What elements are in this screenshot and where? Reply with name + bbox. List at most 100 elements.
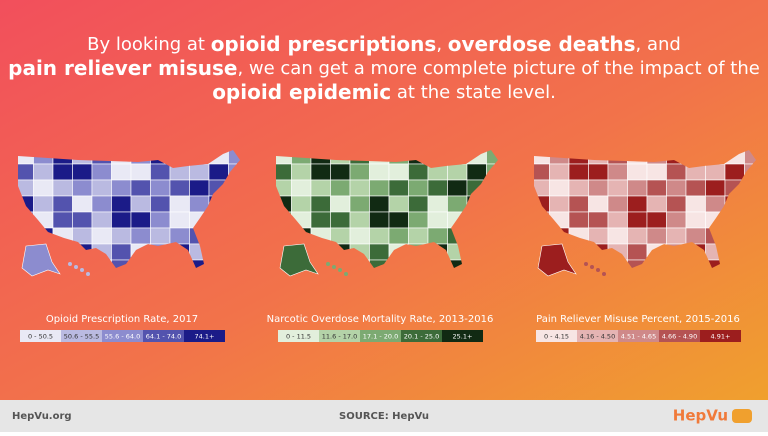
state: [447, 259, 468, 268]
hawaii: [326, 262, 330, 266]
legend-swatch: [577, 330, 618, 342]
state: [52, 163, 73, 181]
state: [189, 179, 210, 197]
state: [408, 179, 429, 197]
headline-text: , we can get a more complete picture of …: [237, 58, 759, 79]
state: [169, 227, 190, 245]
state: [330, 163, 351, 181]
state: [330, 195, 351, 213]
hawaii: [584, 262, 588, 266]
state: [111, 163, 132, 181]
state: [72, 179, 93, 197]
state: [369, 259, 390, 268]
state: [666, 227, 687, 245]
state: [666, 195, 687, 213]
state: [169, 211, 190, 229]
state: [189, 259, 210, 268]
state: [607, 179, 628, 197]
legend-swatch: [102, 330, 143, 342]
state: [91, 195, 112, 213]
state: [349, 179, 370, 197]
state: [150, 227, 171, 245]
headline-text: at the state level.: [391, 82, 556, 103]
state: [349, 163, 370, 181]
state: [408, 195, 429, 213]
state: [646, 195, 667, 213]
state: [607, 211, 628, 229]
legend-label: 4.16 - 4.50: [580, 333, 615, 341]
state: [52, 179, 73, 197]
state: [369, 227, 390, 245]
headline-emphasis: overdose deaths: [448, 32, 636, 56]
state: [330, 179, 351, 197]
state: [310, 211, 331, 229]
hawaii: [596, 268, 600, 272]
state: [627, 259, 648, 268]
state: [666, 211, 687, 229]
legend-swatch: [659, 330, 700, 342]
state: [72, 211, 93, 229]
hawaii: [68, 262, 72, 266]
state: [447, 163, 468, 181]
headline-text: , and: [636, 34, 681, 55]
legend-label: 4.91+: [711, 333, 731, 341]
state: [607, 195, 628, 213]
state: [72, 163, 93, 181]
state: [408, 163, 429, 181]
state: [627, 211, 648, 229]
footer-site: HepVu.org: [12, 411, 72, 422]
state: [291, 179, 312, 197]
headline-emphasis: opioid epidemic: [212, 80, 391, 104]
legend-label: 55.6 - 64.0: [105, 333, 140, 341]
state: [130, 195, 151, 213]
state: [568, 179, 589, 197]
headline-text: By looking at: [87, 34, 211, 55]
state: [388, 163, 409, 181]
state: [169, 195, 190, 213]
legend-label: 20.1 - 25.0: [404, 333, 439, 341]
legend-label: 64.1 - 74.0: [146, 333, 181, 341]
state: [369, 211, 390, 229]
state: [33, 179, 54, 197]
state: [91, 227, 112, 245]
state: [549, 195, 570, 213]
state: [349, 227, 370, 245]
state: [607, 163, 628, 181]
state: [427, 195, 448, 213]
state: [330, 211, 351, 229]
state: [111, 195, 132, 213]
state: [150, 163, 171, 181]
state: [705, 179, 726, 197]
state: [189, 163, 210, 181]
state: [150, 179, 171, 197]
legend-swatch: [401, 330, 442, 342]
legend-label: 0 - 11.5: [286, 333, 311, 341]
state: [291, 163, 312, 181]
legend-swatch: [20, 330, 61, 342]
state: [150, 195, 171, 213]
state: [685, 195, 706, 213]
alaska: [21, 243, 61, 277]
state: [427, 227, 448, 245]
legend-swatch: [536, 330, 577, 342]
legend-swatch: [442, 330, 483, 342]
state: [91, 211, 112, 229]
state: [588, 179, 609, 197]
hawaii: [338, 268, 342, 272]
state: [349, 211, 370, 229]
state: [568, 211, 589, 229]
map-title: Opioid Prescription Rate, 2017: [46, 314, 198, 325]
state: [388, 179, 409, 197]
legend-label: 17.1 - 20.0: [363, 333, 398, 341]
alaska: [537, 243, 577, 277]
legend-swatch: [360, 330, 401, 342]
map-title: Narcotic Overdose Mortality Rate, 2013-2…: [267, 314, 494, 325]
headline: By looking at opioid prescriptions, over…: [8, 32, 760, 104]
state: [310, 179, 331, 197]
footer-bar: [0, 400, 768, 432]
state: [369, 179, 390, 197]
legend-swatch: [278, 330, 319, 342]
state: [130, 227, 151, 245]
legend-label: 25.1+: [453, 333, 473, 341]
state: [111, 179, 132, 197]
